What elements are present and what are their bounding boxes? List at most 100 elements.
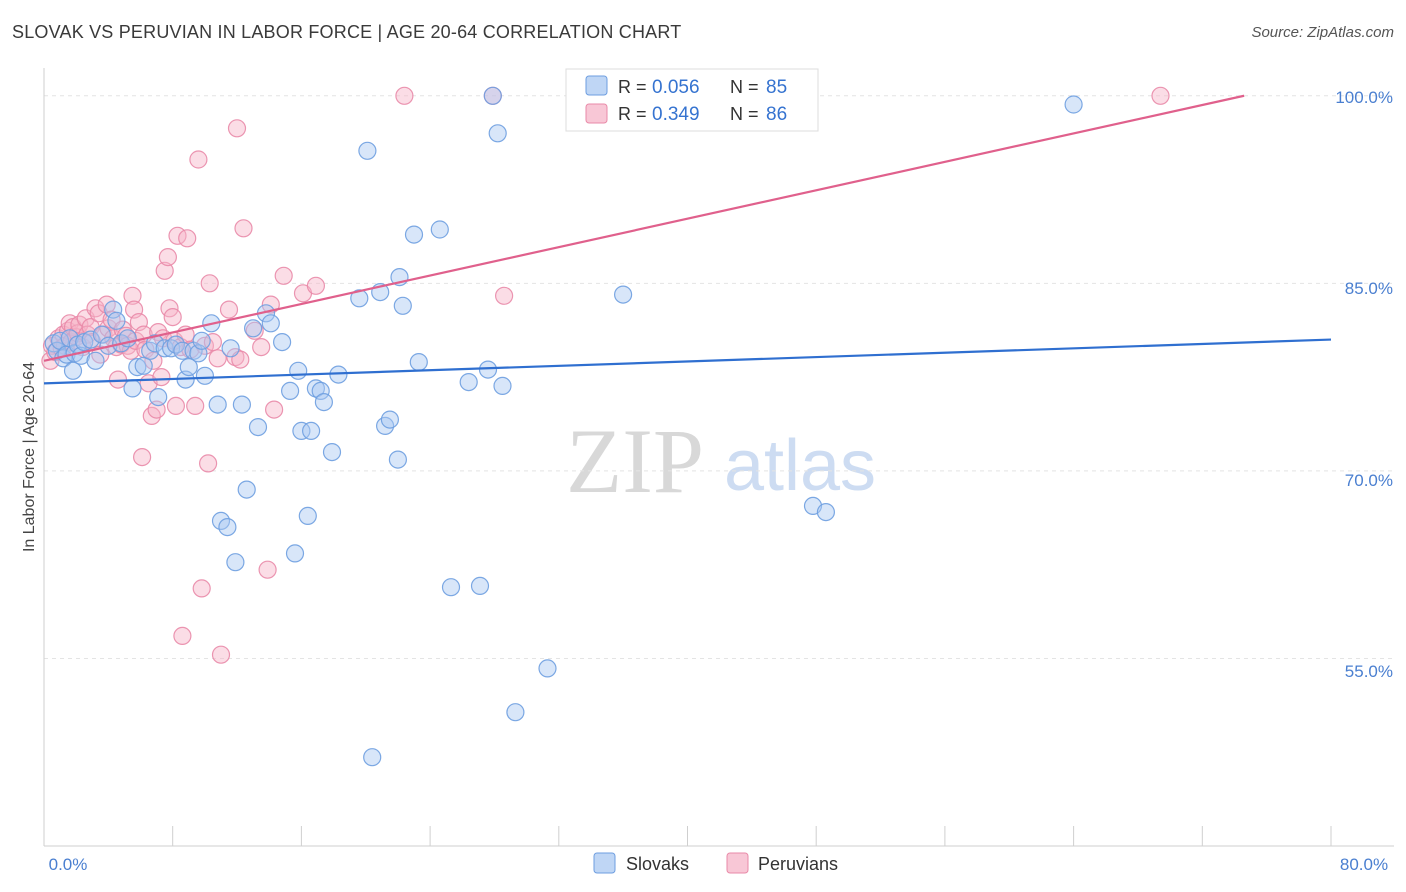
slovak-point [613,285,633,304]
peruvian-point [163,308,182,327]
slovak-point [195,366,214,385]
stats-legend: R = 0.056 N = 85 R = 0.349 N = 86 [565,68,819,132]
slovak-point [314,393,333,412]
slovak-point [248,418,268,437]
slovak-point [358,141,377,160]
slovak-point [292,421,311,440]
slovak-point [488,124,507,143]
peruvian-point [1151,86,1170,105]
slovak-point [81,330,100,349]
slovak-point [816,502,836,522]
legend-swatch-slovaks [593,852,616,874]
peruvian-point [186,396,205,415]
slovak-point [306,379,325,398]
slovak-point [538,659,557,678]
slovak-point [261,314,280,333]
slovak-point [63,361,83,380]
slovak-point [1064,95,1083,114]
peruvian-point [306,276,325,295]
peruvian-point [200,274,219,293]
slovak-point [155,339,174,358]
watermark-zip: ZIP [566,410,704,512]
peruvian-point [86,299,105,318]
slovak-point [289,361,308,380]
stats-r-label-slovaks: R = [618,77,647,97]
slovak-point [311,381,330,400]
slovak-point [237,480,256,499]
y-tick-label-55: 55.0% [1345,662,1393,681]
peruvian-point [226,348,245,367]
slovak-point [123,379,142,398]
peruvian-point [234,219,253,238]
y-tick-label-85: 85.0% [1345,279,1393,298]
peruvian-point [166,396,185,415]
slovak-point [409,353,428,372]
slovak-point [107,311,126,330]
slovak-point [218,517,237,537]
stats-r-value-peruvians: 0.349 [652,104,700,125]
peruvian-point [144,351,163,370]
slovak-point [232,395,251,414]
y-tick-label-70: 70.0% [1345,471,1393,490]
stats-n-value-slovaks: 85 [766,77,787,98]
series-legend: Slovaks Peruvians [593,852,838,874]
slovak-point [478,360,498,379]
watermark-atlas: atlas [724,426,876,506]
slovak-point [506,703,525,722]
y-axis-title: In Labor Force | Age 20-64 [21,362,38,552]
peruvian-point [189,150,208,169]
stats-legend-frame [565,68,819,132]
peruvian-point [208,349,227,368]
slovak-point [298,506,317,526]
slovak-point [208,395,227,414]
slovak-point [128,358,147,377]
slovak-point [149,388,168,407]
slovak-point [273,333,292,352]
slovak-point [350,289,369,308]
slovak-point [86,351,105,370]
slovak-point [192,331,211,350]
y-tick-label-100: 100.0% [1335,88,1393,107]
slovak-point [285,544,305,563]
peruvian-point [178,229,197,248]
slovak-point [179,358,198,377]
slovak-point [363,748,382,767]
peruvian-point [158,248,177,267]
slovak-trend-line [43,338,1332,385]
trend-layer [43,94,1332,385]
source-credit: Source: ZipAtlas.com [1251,24,1394,41]
slovak-point [322,443,342,462]
peruvian-point [395,86,414,105]
slovak-point [226,553,245,572]
peruvian-point [274,266,293,285]
stats-r-label-peruvians: R = [618,104,647,124]
chart-title: SLOVAK VS PERUVIAN IN LABOR FORCE | AGE … [12,22,682,42]
peruvian-trend-line [43,94,1245,362]
slovak-point [104,300,123,319]
peruvian-point [173,626,192,646]
slovak-point [459,373,478,392]
stats-legend-swatch-peruvians [585,103,608,124]
slovak-point [404,225,424,244]
peruvian-point [265,400,284,419]
peruvian-point [258,560,277,579]
legend-swatch-peruvians [726,852,749,874]
slovak-point [493,376,512,395]
x-tick-label-min: 0.0% [49,855,88,874]
peruvian-point [152,368,171,387]
stats-n-value-peruvians: 86 [766,104,787,125]
peruvian-point [219,300,239,319]
x-tick-label-max: 80.0% [1340,855,1388,874]
peruvian-point [192,579,211,598]
legend-label-peruvians: Peruvians [758,854,838,874]
slovak-point [92,325,112,344]
slovak-point [441,578,461,597]
slovak-point [470,576,490,596]
legend-label-slovaks: Slovaks [626,854,689,874]
stats-n-label-peruvians: N = [730,104,759,124]
slovak-point [483,86,502,105]
slovak-point [302,421,321,440]
slovak-point [388,450,407,469]
axis-layer [43,68,1394,847]
peruvian-point [495,286,514,305]
